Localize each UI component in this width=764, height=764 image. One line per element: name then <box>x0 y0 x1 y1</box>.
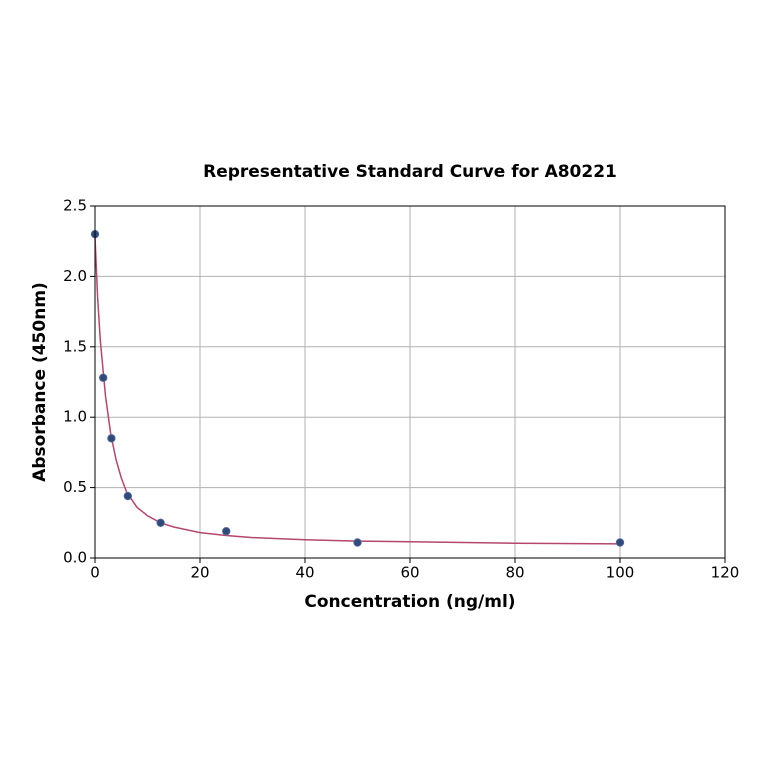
y-axis-label: Absorbance (450nm) <box>30 282 50 482</box>
axes-frame <box>94 205 726 559</box>
data-point <box>107 434 116 443</box>
x-tick-label: 100 <box>606 564 635 582</box>
x-tick-label: 40 <box>295 564 314 582</box>
fit-curve <box>94 236 621 545</box>
data-point <box>99 373 108 382</box>
x-tick-label: 120 <box>711 564 740 582</box>
x-tick-label: 80 <box>505 564 524 582</box>
chart-title: Representative Standard Curve for A80221 <box>203 162 617 182</box>
y-tick-label: 0.5 <box>63 478 87 496</box>
plot-area: 0 20 40 60 80 100 120 0.0 0.5 1.0 1.5 2.0 2.5 <box>63 197 739 582</box>
y-tick-label: 2.0 <box>63 267 87 285</box>
data-point <box>222 527 231 536</box>
data-point <box>615 538 625 547</box>
x-tick-label: 60 <box>400 564 419 582</box>
data-point <box>123 491 133 501</box>
y-tick-label: 0.0 <box>63 549 87 567</box>
x-axis-label: Concentration (ng/ml) <box>304 592 515 612</box>
y-tick-label: 1.5 <box>63 337 87 355</box>
x-tick-label: 0 <box>90 564 100 582</box>
data-point <box>156 518 165 527</box>
data-point <box>353 538 362 547</box>
x-tick-label: 20 <box>190 564 209 582</box>
y-tick-label: 1.0 <box>63 408 87 426</box>
y-tick-label: 2.5 <box>63 197 87 215</box>
